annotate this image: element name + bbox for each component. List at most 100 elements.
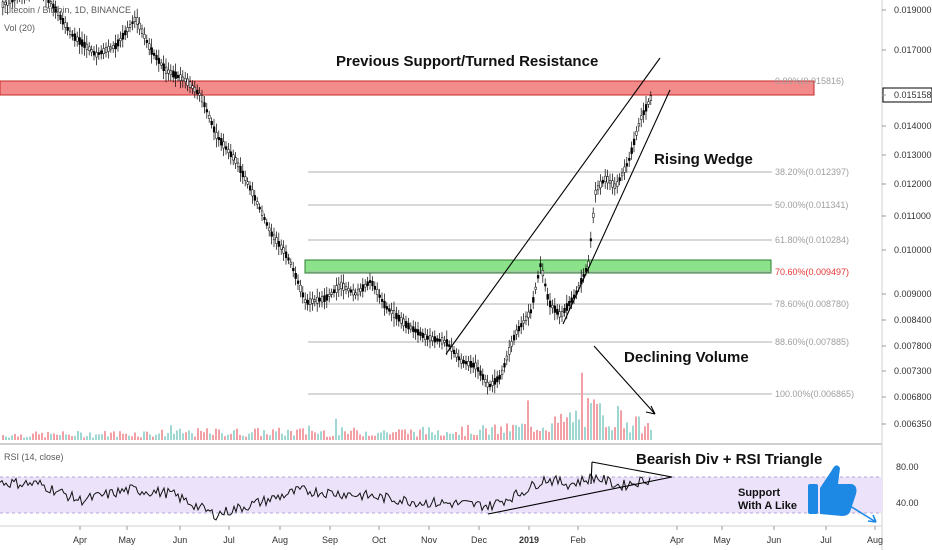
volume-bar	[65, 434, 67, 440]
volume-bar	[524, 424, 526, 440]
resistance-zone	[0, 80, 815, 96]
candle	[287, 257, 290, 261]
candle	[76, 36, 79, 42]
candle	[299, 284, 302, 293]
volume-bar	[584, 426, 586, 440]
price-tick-label: 0.006350	[894, 419, 932, 429]
volume-bar	[50, 433, 52, 440]
volume-bar	[299, 428, 301, 440]
candle	[419, 331, 422, 336]
price-tick-label: 0.007800	[894, 341, 932, 351]
candle	[584, 267, 588, 272]
candle	[388, 308, 391, 312]
candle	[73, 33, 77, 41]
candle	[541, 270, 545, 277]
candle	[433, 336, 437, 343]
candle	[390, 310, 393, 314]
candle	[188, 81, 192, 88]
time-tick-label: Jul	[820, 535, 832, 545]
candle	[95, 52, 98, 58]
volume-bar	[356, 430, 358, 440]
candle	[376, 289, 379, 295]
candle	[416, 329, 420, 336]
volume-bar	[248, 433, 250, 440]
rsi-trend-upper	[591, 461, 673, 478]
candle	[563, 308, 566, 313]
candle	[172, 70, 175, 78]
volume-bar	[407, 433, 409, 440]
candle	[248, 185, 252, 191]
price-tick-label: 0.013000	[894, 150, 932, 160]
candle	[604, 175, 607, 182]
candle	[536, 275, 540, 279]
volume-bar	[560, 413, 562, 440]
candle	[421, 332, 425, 338]
candle	[332, 289, 336, 293]
volume-trend-line	[593, 345, 656, 415]
fib-label: 38.20%(0.012397)	[775, 167, 849, 177]
candle	[181, 76, 185, 82]
candle	[304, 299, 307, 303]
candle	[529, 309, 533, 314]
volume-bar	[347, 433, 349, 440]
volume-bar	[392, 432, 394, 440]
volume-bar	[263, 430, 265, 440]
volume-bar	[8, 437, 10, 440]
candle	[553, 305, 557, 313]
candle	[400, 317, 403, 324]
price-tick-label: 0.010000	[894, 245, 932, 255]
candle	[239, 165, 242, 173]
volume-bar	[317, 433, 319, 440]
volume-bar	[269, 435, 271, 440]
volume-bar	[479, 429, 481, 440]
candle	[47, 0, 50, 3]
volume-bar	[140, 437, 142, 440]
candle	[152, 52, 156, 56]
candle	[275, 237, 278, 244]
annotation-volume: Declining Volume	[624, 349, 749, 366]
candle	[90, 49, 93, 53]
volume-bar	[224, 436, 226, 440]
volume-bar	[449, 433, 451, 440]
volume-bar	[194, 436, 196, 440]
volume-bar	[161, 429, 163, 440]
volume-bar	[485, 428, 487, 440]
candle	[330, 291, 333, 295]
volume-bar	[539, 431, 541, 440]
candle	[277, 241, 281, 247]
volume-bar	[335, 418, 337, 440]
candle	[558, 311, 561, 318]
time-tick-label: May	[713, 535, 731, 545]
volume-bar	[638, 416, 640, 440]
volume-bar	[515, 425, 517, 440]
volume-bar	[452, 433, 454, 440]
candle	[522, 320, 525, 324]
price-tick-label: 0.012000	[894, 179, 932, 189]
thumbs-up-icon[interactable]	[808, 465, 857, 516]
candle	[505, 355, 509, 361]
candle	[116, 39, 120, 47]
volume-bar	[521, 423, 523, 440]
volume-bar	[155, 434, 157, 440]
volume-bar	[395, 432, 397, 440]
candle	[83, 41, 86, 48]
volume-bar	[353, 427, 355, 440]
volume-bar	[320, 431, 322, 440]
candle	[119, 38, 122, 42]
volume-bar	[179, 428, 181, 440]
volume-bar	[176, 430, 178, 440]
candle	[637, 123, 641, 127]
candle	[440, 337, 444, 345]
volume-bar	[410, 429, 412, 440]
volume-bar	[419, 429, 421, 440]
volume-bar	[554, 416, 556, 440]
candle	[452, 349, 456, 354]
candle	[138, 22, 141, 30]
candle	[344, 286, 348, 290]
volume-bar	[14, 433, 16, 440]
candle	[508, 347, 511, 355]
volume-bar	[497, 433, 499, 440]
fib-label: 0.00%(0.015816)	[775, 76, 844, 86]
volume-bar	[44, 437, 46, 440]
candle	[462, 360, 465, 364]
